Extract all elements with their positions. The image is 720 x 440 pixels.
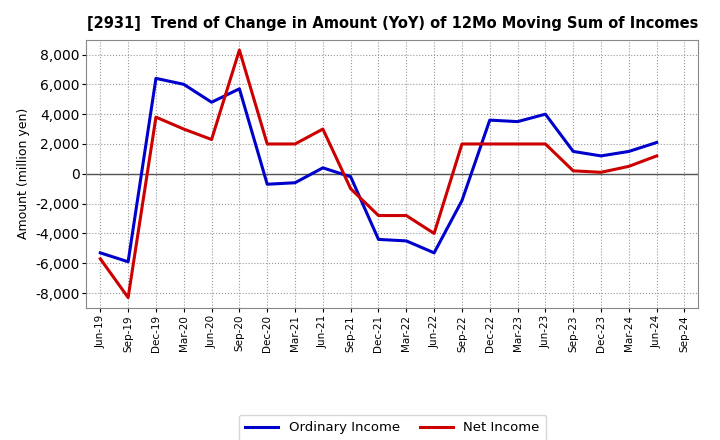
Ordinary Income <box>291 180 300 185</box>
Net Income <box>318 126 327 132</box>
Net Income <box>96 256 104 261</box>
Net Income <box>263 141 271 147</box>
Net Income <box>207 137 216 142</box>
Ordinary Income <box>124 259 132 264</box>
Ordinary Income <box>513 119 522 124</box>
Net Income <box>291 141 300 147</box>
Net Income <box>402 213 410 218</box>
Net Income <box>624 164 633 169</box>
Net Income <box>485 141 494 147</box>
Net Income <box>458 141 467 147</box>
Ordinary Income <box>458 198 467 203</box>
Net Income <box>541 141 550 147</box>
Ordinary Income <box>179 82 188 87</box>
Net Income <box>430 231 438 236</box>
Ordinary Income <box>624 149 633 154</box>
Ordinary Income <box>96 250 104 256</box>
Net Income <box>597 170 606 175</box>
Ordinary Income <box>207 99 216 105</box>
Net Income <box>346 186 355 191</box>
Ordinary Income <box>402 238 410 244</box>
Ordinary Income <box>318 165 327 170</box>
Ordinary Income <box>235 86 243 92</box>
Title: [2931]  Trend of Change in Amount (YoY) of 12Mo Moving Sum of Incomes: [2931] Trend of Change in Amount (YoY) o… <box>86 16 698 32</box>
Net Income <box>235 48 243 53</box>
Ordinary Income <box>263 182 271 187</box>
Net Income <box>124 295 132 300</box>
Ordinary Income <box>541 111 550 117</box>
Y-axis label: Amount (million yen): Amount (million yen) <box>17 108 30 239</box>
Ordinary Income <box>430 250 438 256</box>
Net Income <box>374 213 383 218</box>
Legend: Ordinary Income, Net Income: Ordinary Income, Net Income <box>238 415 546 440</box>
Line: Ordinary Income: Ordinary Income <box>100 78 657 262</box>
Ordinary Income <box>485 117 494 123</box>
Ordinary Income <box>374 237 383 242</box>
Ordinary Income <box>152 76 161 81</box>
Net Income <box>152 114 161 120</box>
Ordinary Income <box>597 153 606 158</box>
Line: Net Income: Net Income <box>100 50 657 297</box>
Net Income <box>179 126 188 132</box>
Ordinary Income <box>569 149 577 154</box>
Ordinary Income <box>652 140 661 145</box>
Net Income <box>569 168 577 173</box>
Ordinary Income <box>346 174 355 180</box>
Net Income <box>652 153 661 158</box>
Net Income <box>513 141 522 147</box>
